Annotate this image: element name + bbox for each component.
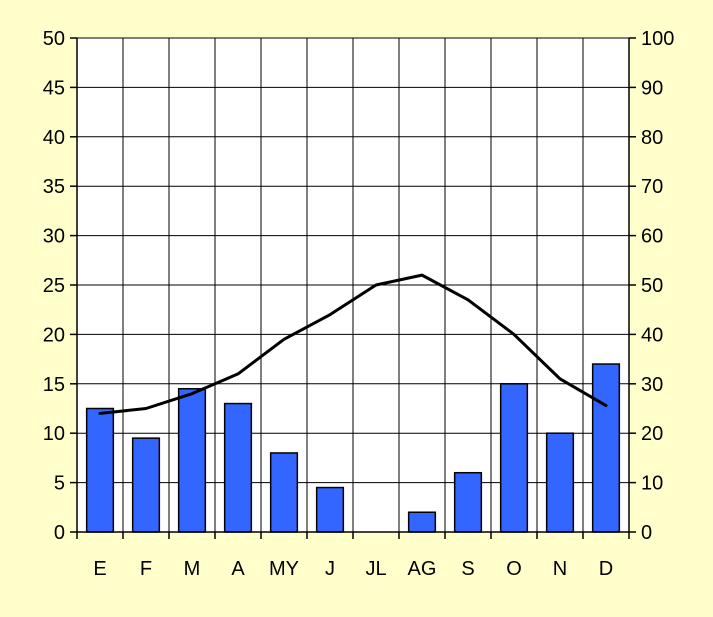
bar-MY (269, 452, 299, 533)
bar-AG (407, 511, 437, 533)
left-tick-label: 45 (43, 77, 65, 99)
category-label-MY: MY (269, 558, 299, 580)
left-tick-label: 25 (43, 275, 65, 297)
right-tick-label: 40 (641, 324, 663, 346)
left-tick-label: 20 (43, 324, 65, 346)
left-tick-label: 10 (43, 423, 65, 445)
left-tick-label: 50 (43, 28, 65, 50)
category-label-JL: JL (365, 558, 386, 580)
right-tick-label: 100 (641, 28, 674, 50)
category-label-S: S (461, 558, 474, 580)
category-label-J: J (325, 558, 335, 580)
bar-S (453, 471, 483, 533)
right-tick-label: 80 (641, 127, 663, 149)
right-tick-label: 70 (641, 176, 663, 198)
category-label-N: N (553, 558, 567, 580)
category-label-D: D (599, 558, 613, 580)
left-tick-label: 30 (43, 226, 65, 248)
bar-M (177, 387, 207, 533)
axes (70, 37, 636, 539)
right-tick-label: 90 (641, 77, 663, 99)
category-label-E: E (93, 558, 106, 580)
bar-E (85, 407, 115, 533)
category-label-F: F (140, 558, 152, 580)
right-tick-label: 20 (641, 423, 663, 445)
left-tick-label: 35 (43, 176, 65, 198)
tick-labels: 0 5 10 15 20 25 30 35 40 45 50 0 10 20 30 40 50 60 70 80 90 1… (43, 28, 675, 580)
left-tick-label: 40 (43, 127, 65, 149)
bar-series (85, 363, 621, 533)
category-label-A: A (231, 558, 245, 580)
line-series (98, 273, 608, 415)
line-path (98, 273, 608, 415)
right-tick-label: 50 (641, 275, 663, 297)
bar-O (499, 383, 529, 533)
bar-F (131, 437, 161, 533)
bar-A (223, 402, 253, 533)
left-tick-label: 0 (54, 522, 65, 544)
left-tick-label: 5 (54, 473, 65, 495)
category-label-O: O (506, 558, 522, 580)
right-tick-label: 0 (641, 522, 652, 544)
right-tick-label: 10 (641, 473, 663, 495)
category-label-M: M (184, 558, 201, 580)
category-label-AG: AG (408, 558, 437, 580)
bar-J (315, 486, 345, 533)
right-tick-label: 60 (641, 226, 663, 248)
left-tick-label: 15 (43, 374, 65, 396)
bar-D (591, 363, 621, 533)
right-tick-label: 30 (641, 374, 663, 396)
bar-N (545, 432, 575, 533)
gridlines (76, 37, 630, 533)
